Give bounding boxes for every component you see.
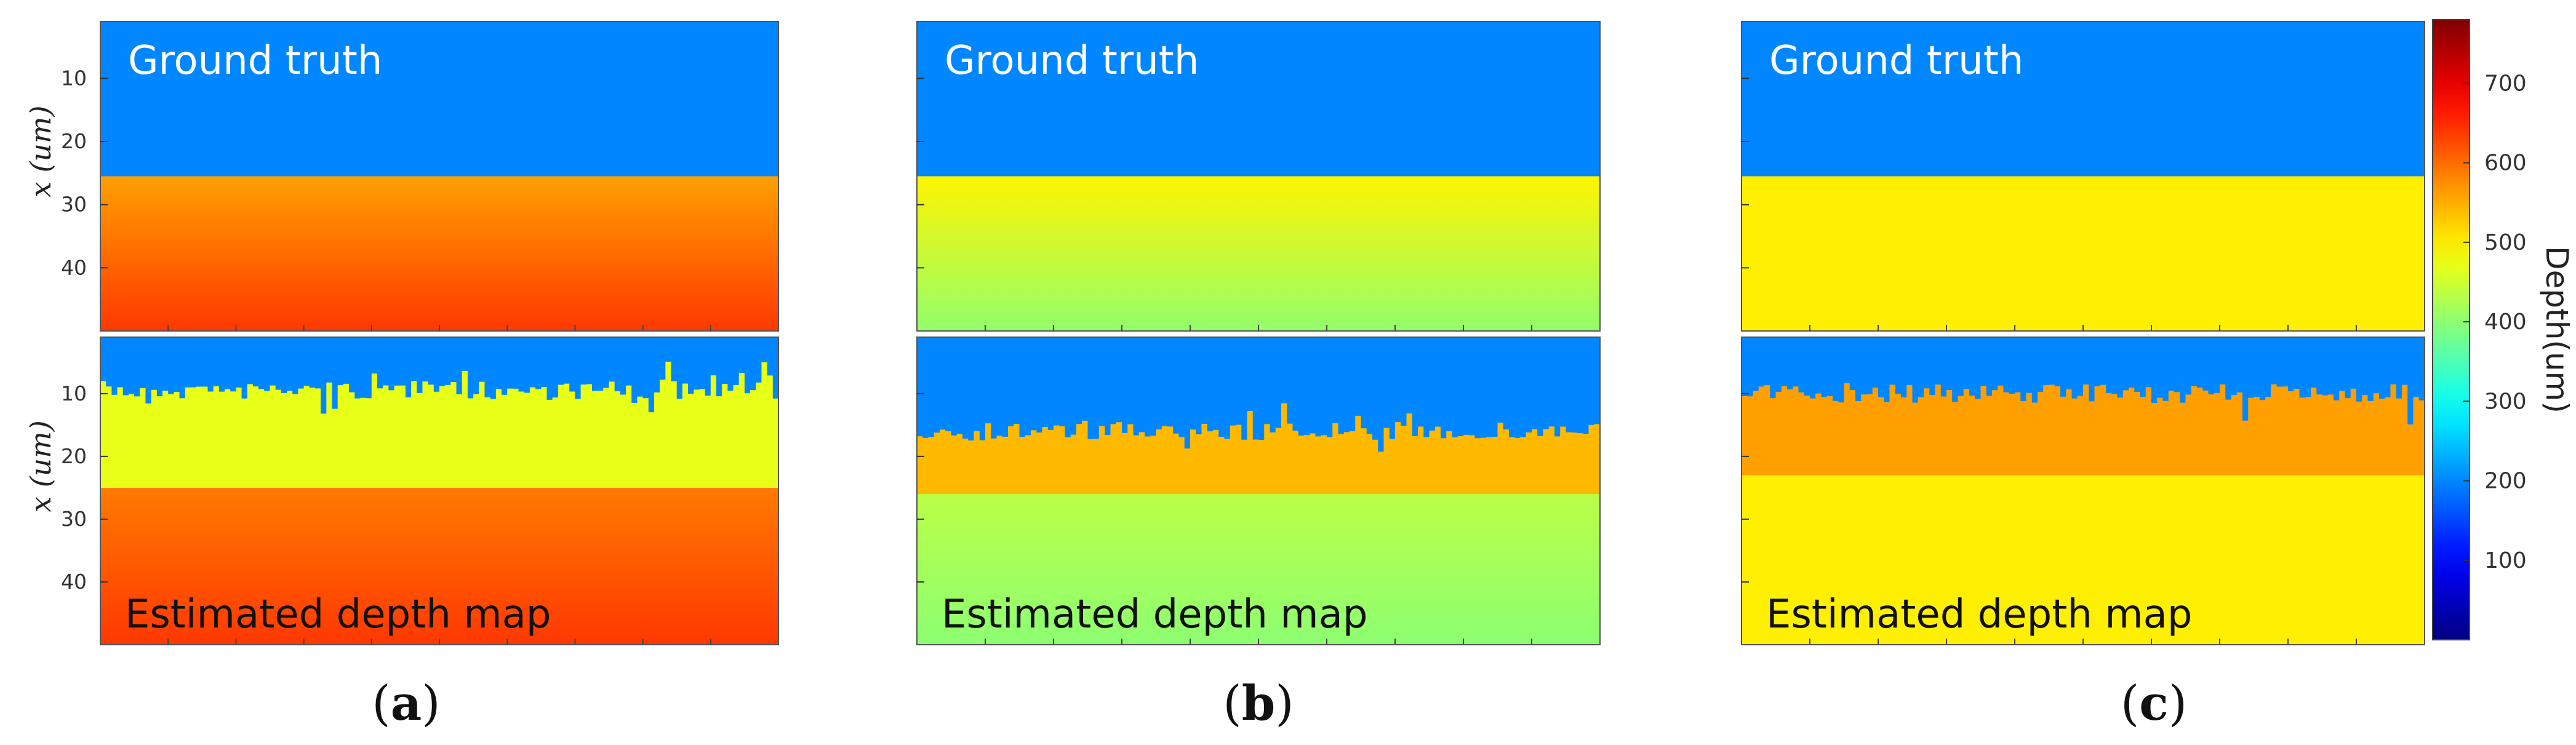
tick-label: 20 [61, 129, 87, 153]
gt-bottom-region [1742, 176, 2425, 331]
estimated-depth-map: Estimated depth map 10 20 30 40 [61, 337, 779, 645]
colorbar-tick-label: 500 [2484, 230, 2527, 255]
panel-captions: (a) (b) (c) [372, 675, 2187, 731]
tick-label: 30 [61, 193, 87, 217]
ground-truth-map: Ground truth 10 20 30 40 [61, 21, 779, 332]
caption-a: (a) [372, 675, 440, 731]
gt-bottom-region [917, 176, 1600, 331]
colorbar-tick-label: 700 [2484, 71, 2527, 96]
x-axis-ticks [1742, 392, 2357, 645]
y-axis-label: x (um) [24, 105, 57, 197]
ground-truth-label: Ground truth [945, 38, 1199, 84]
gt-top-region [100, 22, 778, 177]
estimate-surface-region [917, 337, 1600, 452]
caption-c: (c) [2121, 675, 2187, 731]
tick-label: 10 [61, 66, 87, 90]
x-axis-ticks: 10 20 30 40 [61, 66, 711, 331]
estimate-surface-region [100, 337, 778, 414]
estimated-depth-label: Estimated depth map [125, 592, 551, 637]
panel-c: Ground truth Estimated depth map [1741, 21, 2425, 645]
x-axis-ticks [917, 78, 1532, 331]
colorbar-tick-label: 300 [2484, 389, 2527, 414]
ground-truth-map: Ground truth [1741, 21, 2425, 332]
gt-top-region [1742, 22, 2425, 177]
estimated-depth-map: Estimated depth map [916, 337, 1601, 645]
colorbar-tick-label: 600 [2484, 151, 2527, 176]
tick-label: 30 [61, 507, 87, 531]
tick-label: 10 [61, 381, 87, 405]
gt-top-region [917, 22, 1600, 177]
colorbar-tick-label: 400 [2484, 309, 2527, 335]
estimated-depth-map: Estimated depth map [1741, 337, 2425, 645]
colorbar-tick-label: 100 [2484, 548, 2527, 573]
ground-truth-label: Ground truth [128, 38, 382, 84]
estimated-depth-label: Estimated depth map [942, 592, 1367, 637]
tick-label: 40 [61, 570, 87, 594]
ground-truth-map: Ground truth [916, 21, 1601, 332]
colorbar: 100 200 300 400 500 600 700 Depth(um) [2432, 19, 2575, 640]
y-axis-label: x (um) [24, 420, 57, 512]
ground-truth-label: Ground truth [1769, 38, 2023, 84]
colorbar-tick-label: 200 [2484, 469, 2527, 494]
x-axis-ticks: 10 20 30 40 [61, 381, 711, 645]
estimate-surface-region [1742, 337, 2425, 424]
estimated-depth-label: Estimated depth map [1766, 592, 2192, 637]
tick-label: 20 [61, 444, 87, 468]
colorbar-label: Depth(um) [2539, 246, 2575, 413]
gt-bottom-region [100, 176, 778, 331]
tick-label: 40 [61, 255, 87, 279]
panel-b: Ground truth Estimated depth map [916, 21, 1601, 645]
x-axis-ticks [1742, 78, 2357, 331]
x-axis-ticks [917, 392, 1532, 645]
colorbar-scale [2432, 19, 2470, 640]
caption-b: (b) [1223, 675, 1294, 731]
